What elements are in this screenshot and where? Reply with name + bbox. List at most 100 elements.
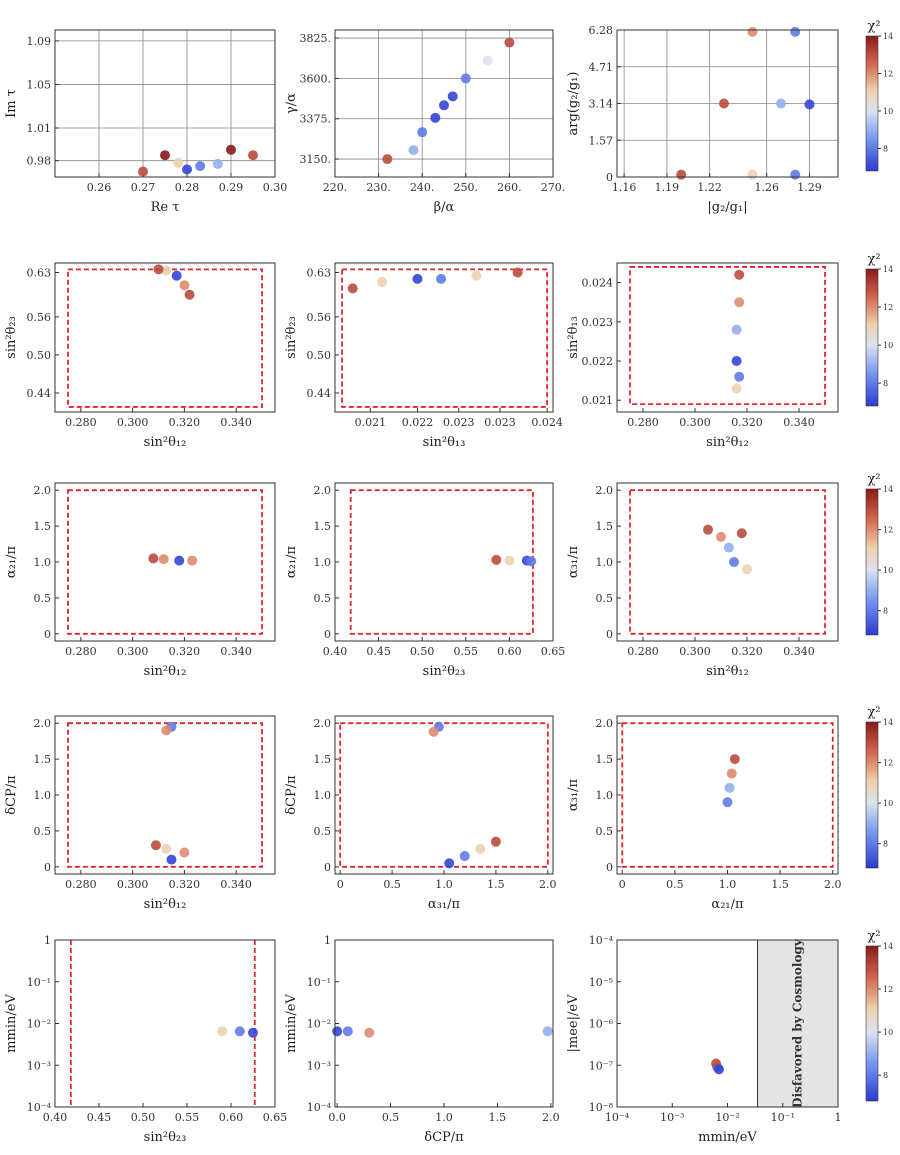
- y-axis-label: α₃₁/π: [566, 778, 581, 811]
- y-tick-label: 0.56: [27, 311, 52, 324]
- y-tick-label: 6.28: [589, 24, 614, 37]
- y-tick-label: 0.023: [582, 316, 614, 329]
- panel: 0.40 0.45 0.50 0.55 0.60 0.65 0 0.5 1.0 1.5 2.0 sin…: [284, 482, 565, 679]
- colorbar-tick-label: 12: [883, 759, 893, 768]
- y-tick-label: 0.5: [34, 592, 52, 605]
- colorbar-label: χ²: [867, 472, 880, 487]
- colorbar-tick-label: 14: [883, 32, 893, 41]
- y-axis-label: γ/α: [284, 93, 299, 114]
- y-tick-label: 10⁻⁴: [307, 1101, 332, 1114]
- y-tick-label: 2.0: [314, 717, 332, 730]
- panel: 220. 230. 240. 250. 260. 270. 3150. 3375. 3600. 3…: [284, 29, 566, 215]
- plot-area: [335, 940, 553, 1107]
- point: [747, 26, 758, 37]
- y-tick-label: 10⁻¹: [307, 976, 331, 989]
- x-tick-label: 0.280: [627, 645, 659, 658]
- point: [179, 847, 190, 858]
- y-tick-label: 10⁻⁵: [589, 976, 613, 989]
- y-axis-label: α₂₁/π: [284, 545, 299, 578]
- panel: 0.280 0.300 0.320 0.340 0.021 0.022 0.023 0.024…: [566, 262, 839, 450]
- point: [729, 557, 739, 567]
- point: [512, 267, 523, 278]
- colorbar-tick-label: 14: [883, 942, 893, 951]
- point: [444, 858, 455, 869]
- shaded-region: [757, 939, 839, 1108]
- x-tick-label: 0.320: [169, 645, 201, 658]
- x-tick-label: 220.: [323, 181, 348, 194]
- x-tick-label: 0.023: [443, 416, 475, 429]
- y-tick-label: 0.5: [34, 825, 52, 838]
- y-tick-label: 0: [606, 628, 613, 641]
- y-tick-label: 0.44: [307, 387, 332, 400]
- x-tick-label: 10⁻¹: [771, 1111, 795, 1124]
- point: [158, 554, 169, 565]
- point: [417, 127, 428, 138]
- x-tick-label: 0.50: [410, 645, 435, 658]
- y-tick-label: 10⁻²: [307, 1018, 331, 1031]
- bound-box: [629, 489, 826, 635]
- shade-label: Disfavored by Cosmology: [790, 938, 804, 1108]
- x-tick-label: 0.55: [175, 1111, 200, 1124]
- x-axis-label: α₃₁/π: [428, 897, 461, 912]
- colorbar-tick-label: 10: [883, 107, 893, 116]
- x-tick-label: 0: [337, 878, 344, 891]
- plot-area: [335, 483, 553, 641]
- plot-frame: [616, 29, 839, 178]
- x-tick-label: 0.5: [383, 878, 401, 891]
- x-tick-label: 1.5: [771, 878, 789, 891]
- point: [736, 528, 747, 539]
- x-tick-label: 0.45: [87, 1111, 112, 1124]
- plot-area: [55, 940, 275, 1107]
- y-axis-label: α₂₁/π: [4, 545, 19, 578]
- x-axis-label: |g₂/g₁|: [707, 200, 747, 215]
- y-axis-label: mmin/eV: [284, 994, 299, 1053]
- x-tick-label: 1.0: [435, 878, 453, 891]
- y-tick-label: 1.09: [27, 35, 52, 48]
- y-tick-label: 1: [44, 934, 51, 947]
- panel: 0 0.5 1.0 1.5 2.0 0 0.5 1.0 1.5 2.0 α₂₁/π α₃₁/π: [566, 715, 841, 912]
- point: [676, 169, 687, 180]
- plot-frame: [616, 262, 839, 413]
- x-tick-label: 270.: [541, 181, 566, 194]
- colorbar-tick-label: 12: [883, 526, 893, 535]
- y-tick-label: 0.021: [582, 394, 614, 407]
- point: [504, 37, 515, 48]
- x-tick-label: 250.: [454, 181, 479, 194]
- x-tick-label: 0.024: [531, 416, 563, 429]
- point: [342, 1026, 353, 1037]
- colorbar-tick-label: 8: [883, 607, 888, 616]
- colorbar: [865, 35, 879, 172]
- point: [171, 270, 182, 281]
- x-tick-label: 0.021: [355, 416, 387, 429]
- point: [703, 524, 713, 535]
- colorbar-tick-label: 10: [883, 1028, 893, 1037]
- x-tick-label: 0.023: [484, 416, 516, 429]
- y-tick-label: 0: [606, 861, 613, 874]
- y-axis-label: α₃₁/π: [566, 545, 581, 578]
- y-axis-label: δCP/π: [284, 775, 299, 815]
- panel: 0.280 0.300 0.320 0.340 0 0.5 1.0 1.5 2.0 sin²θ₁₂…: [566, 482, 839, 679]
- plot-area: [617, 716, 838, 874]
- x-axis-label: sin²θ₁₂: [144, 435, 187, 450]
- plot-frame: [54, 482, 276, 642]
- x-tick-label: 1.26: [754, 181, 779, 194]
- y-tick-label: 2.0: [34, 717, 52, 730]
- y-tick-label: 3.14: [589, 98, 614, 111]
- colorbar-tick-label: 10: [883, 566, 893, 575]
- y-tick-label: 1.57: [589, 134, 614, 147]
- colorbar-label: χ²: [867, 929, 880, 944]
- y-axis-label: δCP/π: [4, 775, 19, 815]
- point: [148, 553, 159, 564]
- plot-frame: [334, 482, 554, 642]
- point: [734, 371, 745, 382]
- plot-area: [617, 483, 838, 641]
- y-tick-label: 1.5: [34, 520, 52, 533]
- colorbar-tick-label: 8: [883, 840, 888, 849]
- x-tick-label: 0.60: [497, 645, 522, 658]
- x-tick-label: 0.28: [175, 181, 200, 194]
- y-axis-label: Im τ: [4, 89, 19, 118]
- point: [722, 797, 733, 808]
- point: [166, 854, 177, 865]
- plot-frame: [54, 939, 276, 1108]
